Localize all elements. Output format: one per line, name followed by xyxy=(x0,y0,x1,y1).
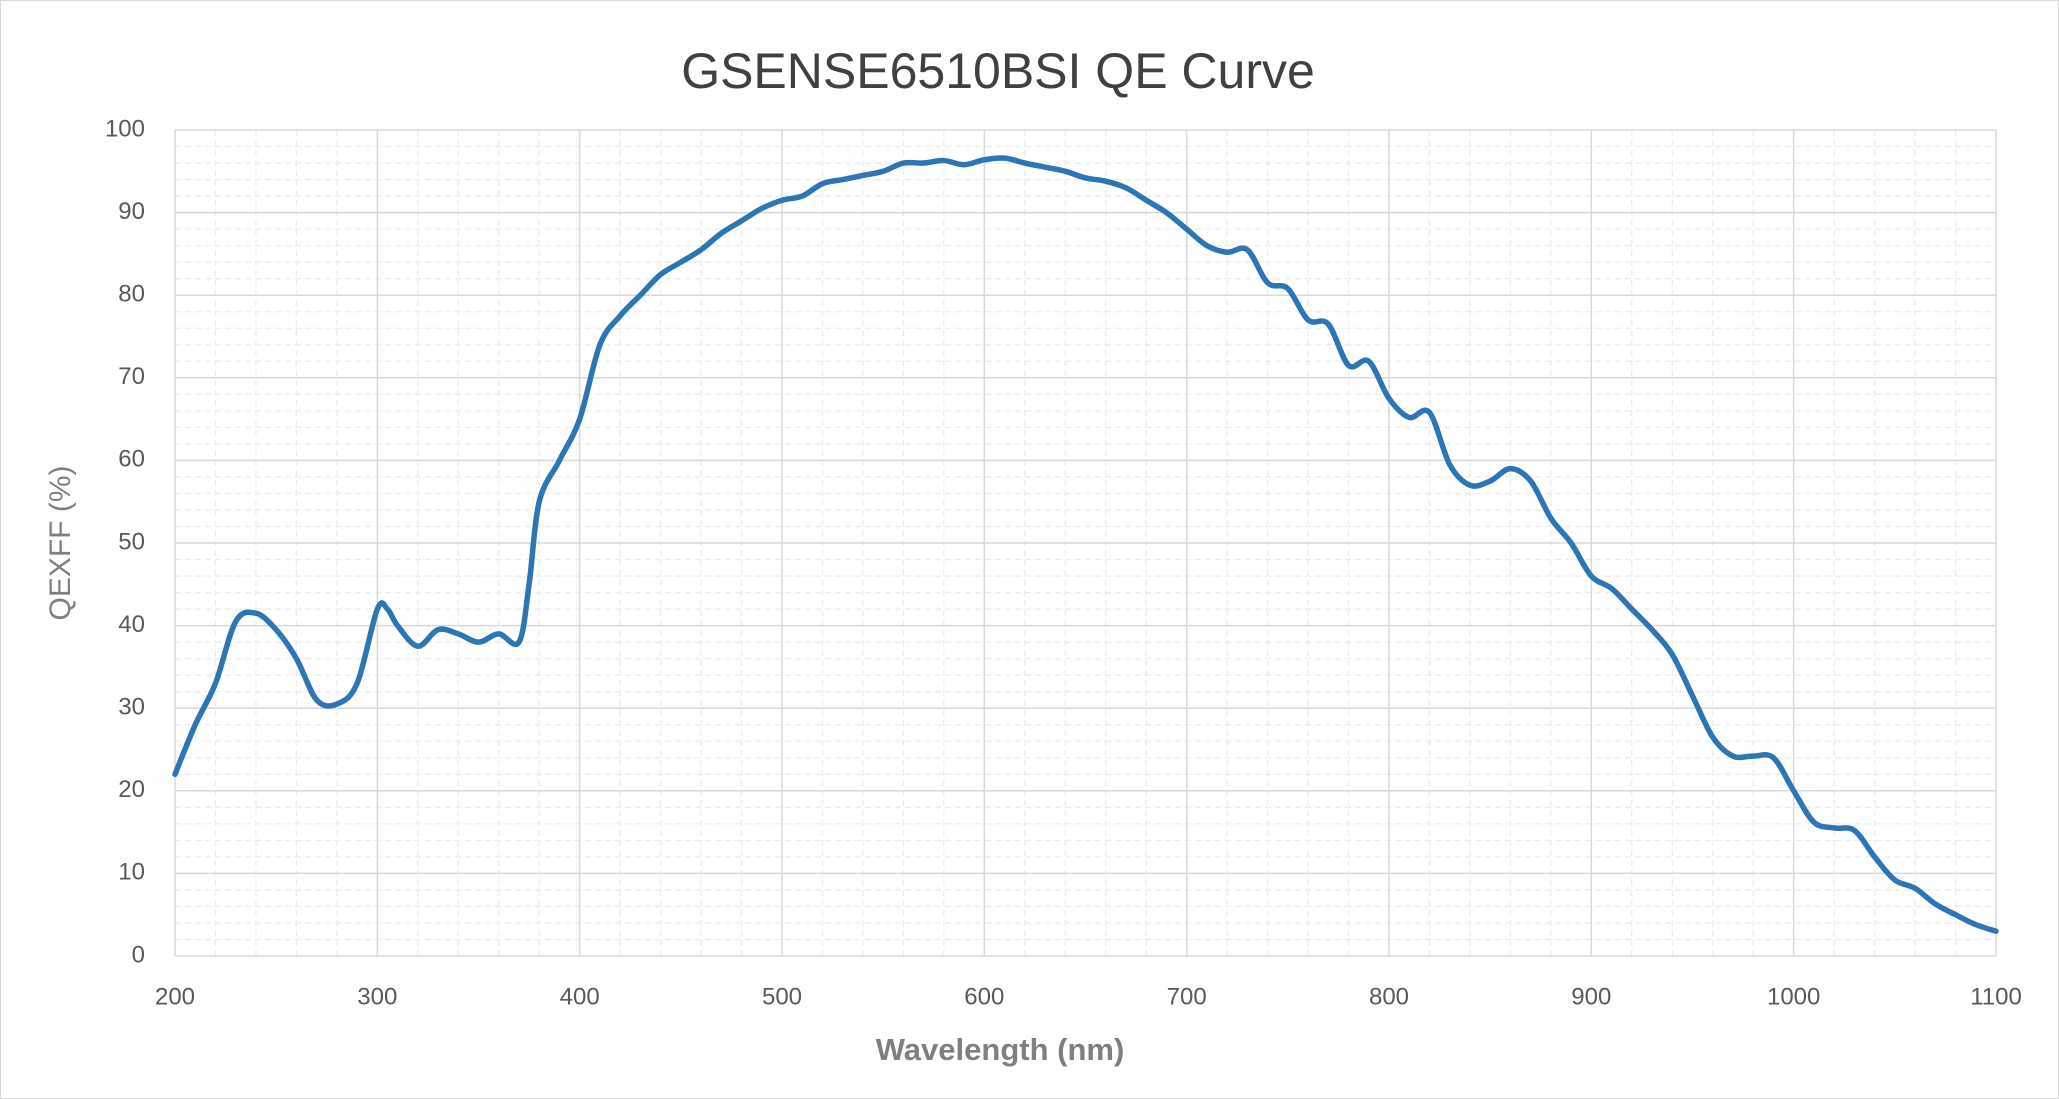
y-tick-label: 60 xyxy=(118,446,145,473)
y-tick-label: 20 xyxy=(118,776,145,803)
x-tick-label: 400 xyxy=(560,983,600,1010)
x-tick-label: 800 xyxy=(1369,983,1409,1010)
y-tick-label: 10 xyxy=(118,859,145,886)
x-tick-label: 500 xyxy=(762,983,802,1010)
chart-title: GSENSE6510BSI QE Curve xyxy=(681,43,1315,99)
data-line xyxy=(172,155,1999,934)
x-tick-label: 1100 xyxy=(1970,983,2022,1010)
x-tick-label: 700 xyxy=(1167,983,1207,1010)
y-tick-label: 90 xyxy=(118,198,145,225)
y-tick-label: 80 xyxy=(118,281,145,308)
x-axis-title: Wavelength (nm) xyxy=(876,1032,1125,1067)
x-tick-label: 300 xyxy=(357,983,397,1010)
x-tick-label: 1000 xyxy=(1767,983,1820,1010)
x-tick-label: 200 xyxy=(155,983,195,1010)
y-tick-label: 40 xyxy=(118,611,145,638)
y-axis-title: QEXFF (%) xyxy=(44,466,77,621)
y-tick-label: 30 xyxy=(118,694,145,721)
x-tick-label: 900 xyxy=(1571,983,1611,1010)
x-tick-label: 600 xyxy=(964,983,1004,1010)
y-tick-label: 0 xyxy=(132,941,145,968)
y-tick-label: 100 xyxy=(105,115,145,142)
y-tick-label: 50 xyxy=(118,528,145,555)
y-tick-label: 70 xyxy=(118,363,145,390)
